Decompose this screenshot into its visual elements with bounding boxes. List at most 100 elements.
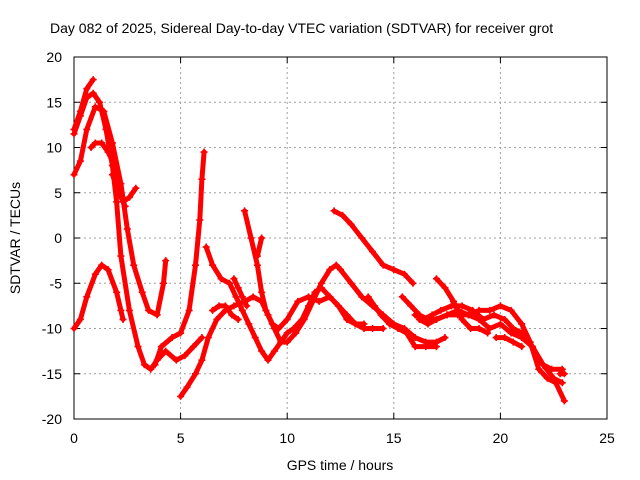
data-point (123, 225, 131, 233)
data-point (283, 329, 291, 337)
data-point (245, 320, 253, 328)
series-line (416, 303, 567, 404)
x-tick-label: 20 (493, 430, 509, 446)
data-point (251, 334, 259, 342)
data-point (234, 284, 242, 292)
data-point (134, 343, 142, 351)
data-point (358, 293, 366, 301)
y-tick-label: -15 (42, 366, 62, 382)
data-point (283, 315, 291, 323)
data-point (202, 243, 210, 251)
data-point (492, 334, 500, 342)
data-point (347, 279, 355, 287)
series-layer (70, 76, 568, 405)
data-point (400, 270, 408, 278)
data-point (200, 148, 208, 156)
data-point (249, 293, 257, 301)
data-point (411, 334, 419, 342)
series-track-21 (492, 334, 526, 351)
data-point (108, 139, 116, 147)
data-point (330, 207, 338, 215)
chart-title: Day 082 of 2025, Sidereal Day-to-day VTE… (50, 20, 553, 36)
data-point (560, 397, 568, 405)
y-tick-label: -20 (42, 411, 62, 427)
data-point (168, 334, 176, 342)
x-tick-label: 5 (177, 430, 185, 446)
data-point (181, 352, 189, 360)
data-point (275, 325, 283, 332)
x-tick-label: 25 (599, 430, 615, 446)
data-point (177, 329, 185, 337)
data-point (428, 311, 436, 319)
data-point (91, 139, 99, 147)
axis-ticks (73, 56, 608, 420)
data-point (386, 320, 394, 328)
data-point (228, 311, 236, 319)
series-track-1 (70, 89, 206, 373)
data-point (76, 157, 84, 165)
data-point (409, 279, 417, 287)
data-point (343, 315, 351, 323)
data-point (290, 325, 298, 332)
y-tick-labels: -20 -15 -10 -5 0 5 10 15 20 (42, 49, 62, 427)
data-point (334, 302, 342, 310)
data-point (111, 162, 119, 170)
data-point (379, 325, 387, 332)
data-point (501, 334, 509, 342)
data-point (371, 302, 379, 310)
data-point (138, 288, 146, 296)
data-point (479, 315, 487, 323)
data-point (145, 306, 153, 314)
x-tick-labels: 0 5 10 15 20 25 (70, 430, 615, 446)
data-point (507, 306, 515, 314)
series-line (231, 276, 250, 309)
data-point (183, 383, 191, 391)
series-line (71, 77, 96, 132)
data-point (177, 392, 185, 400)
data-point (96, 98, 104, 106)
data-point (213, 315, 221, 323)
data-point (70, 325, 78, 332)
data-point (560, 370, 568, 378)
data-point (125, 193, 133, 201)
data-point (394, 325, 402, 332)
data-point (104, 148, 112, 156)
data-point (198, 356, 206, 364)
data-point (403, 329, 411, 337)
data-point (108, 171, 116, 179)
data-point (294, 297, 302, 305)
data-point (192, 370, 200, 378)
data-point (117, 306, 125, 314)
data-point (475, 306, 483, 314)
data-point (486, 306, 494, 314)
data-point (305, 302, 313, 310)
data-point (443, 311, 451, 319)
data-point (432, 275, 440, 283)
data-point (153, 311, 161, 319)
data-point (496, 302, 504, 310)
data-point (125, 306, 133, 314)
data-point (89, 89, 97, 97)
data-point (351, 320, 359, 328)
series-track-16 (364, 293, 440, 351)
data-point (268, 320, 276, 328)
y-tick-label: 0 (54, 230, 62, 246)
x-axis-label: GPS time / hours (287, 457, 394, 473)
series-track-22 (556, 370, 568, 378)
data-point (258, 234, 266, 242)
y-tick-label: 15 (46, 94, 62, 110)
data-point (411, 311, 419, 319)
data-point (398, 293, 406, 301)
y-tick-label: -5 (50, 275, 63, 291)
data-point (458, 315, 466, 323)
data-point (115, 189, 123, 197)
data-point (496, 320, 504, 328)
data-point (407, 302, 415, 310)
data-point (262, 306, 270, 314)
data-point (277, 338, 285, 346)
data-point (192, 261, 200, 269)
data-point (83, 293, 91, 301)
data-point (226, 279, 234, 287)
data-point (160, 279, 168, 287)
